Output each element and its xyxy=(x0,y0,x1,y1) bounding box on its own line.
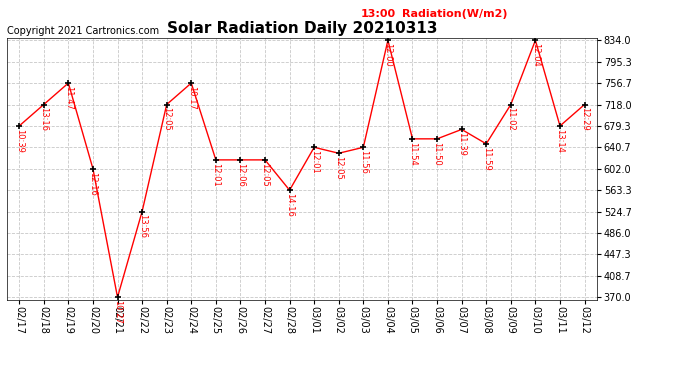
Text: Copyright 2021 Cartronics.com: Copyright 2021 Cartronics.com xyxy=(7,26,159,36)
Text: Radiation(W/m2): Radiation(W/m2) xyxy=(402,9,508,19)
Text: 14:16: 14:16 xyxy=(285,193,294,217)
Text: 11:50: 11:50 xyxy=(433,142,442,165)
Text: 11:59: 11:59 xyxy=(482,147,491,170)
Text: 10:27: 10:27 xyxy=(113,300,122,324)
Text: 12:29: 12:29 xyxy=(580,107,589,131)
Text: 13:14: 13:14 xyxy=(555,129,564,153)
Text: 10:39: 10:39 xyxy=(14,129,23,153)
Text: 10:17: 10:17 xyxy=(187,86,196,110)
Title: Solar Radiation Daily 20210313: Solar Radiation Daily 20210313 xyxy=(166,21,437,36)
Text: 13:16: 13:16 xyxy=(39,107,48,131)
Text: 13:00: 13:00 xyxy=(361,9,396,19)
Text: 12:04: 12:04 xyxy=(531,43,540,67)
Text: 11:02: 11:02 xyxy=(506,107,515,131)
Text: 12:01: 12:01 xyxy=(310,150,319,174)
Text: 12:06: 12:06 xyxy=(236,163,245,186)
Text: 12:05: 12:05 xyxy=(162,107,171,131)
Text: 12:16: 12:16 xyxy=(88,171,97,195)
Text: 11:56: 11:56 xyxy=(359,150,368,174)
Text: 11:39: 11:39 xyxy=(457,132,466,156)
Text: 13:56: 13:56 xyxy=(137,214,146,238)
Text: 12:05: 12:05 xyxy=(261,163,270,186)
Text: 12:01: 12:01 xyxy=(211,163,220,186)
Text: 12:05: 12:05 xyxy=(334,156,343,180)
Text: 12:00: 12:00 xyxy=(384,43,393,67)
Text: 11:54: 11:54 xyxy=(408,142,417,165)
Text: 11:47: 11:47 xyxy=(64,86,73,110)
